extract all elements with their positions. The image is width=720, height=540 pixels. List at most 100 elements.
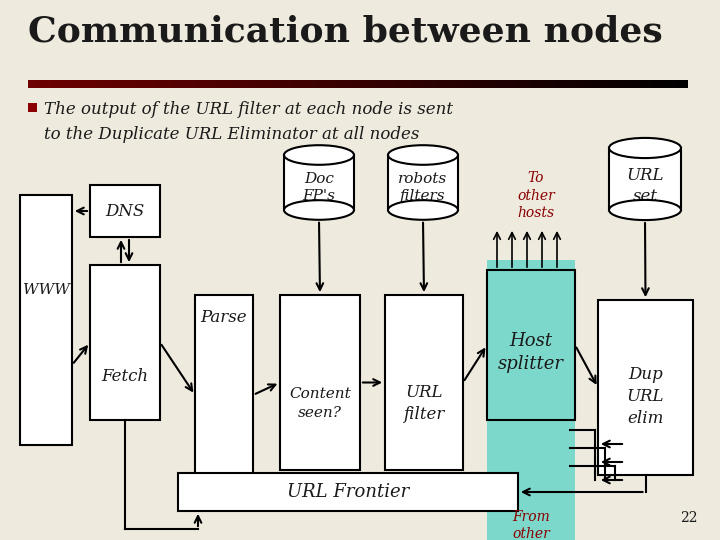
Bar (346, 80, 347, 88)
Bar (296, 80, 297, 88)
Bar (269, 80, 270, 88)
Bar (450, 80, 451, 88)
Bar (33, 80, 34, 88)
Bar (319, 80, 320, 88)
Bar (362, 80, 363, 88)
Bar (148, 80, 149, 88)
Bar (483, 80, 484, 88)
Bar (570, 80, 571, 88)
Text: WWW: WWW (22, 283, 69, 297)
Bar (234, 80, 235, 88)
Bar (652, 80, 653, 88)
Bar (61, 80, 62, 88)
Bar (159, 80, 160, 88)
Bar (135, 80, 136, 88)
Bar (223, 80, 224, 88)
Bar (366, 80, 367, 88)
Bar (348, 80, 349, 88)
Bar (503, 80, 504, 88)
Bar (684, 80, 685, 88)
Bar (359, 80, 360, 88)
Bar (676, 80, 677, 88)
Bar (68, 80, 69, 88)
Bar (542, 80, 543, 88)
Bar (317, 80, 318, 88)
Bar (431, 80, 432, 88)
Text: robots
filters: robots filters (398, 172, 448, 204)
Bar (656, 80, 657, 88)
Bar (238, 80, 239, 88)
Bar (382, 80, 383, 88)
Bar (300, 80, 301, 88)
Bar (272, 80, 273, 88)
Bar (313, 80, 314, 88)
Bar (434, 80, 435, 88)
Bar (290, 80, 291, 88)
Bar (380, 80, 381, 88)
Bar (310, 80, 311, 88)
Bar (275, 80, 276, 88)
Bar (199, 80, 200, 88)
Bar (568, 80, 569, 88)
Bar (490, 80, 491, 88)
Bar (424, 80, 425, 88)
Bar (332, 80, 333, 88)
Bar (559, 80, 560, 88)
Bar (283, 80, 284, 88)
Bar (462, 80, 463, 88)
Bar (471, 80, 472, 88)
Bar (629, 80, 630, 88)
Bar (147, 80, 148, 88)
Bar (112, 80, 113, 88)
Bar (667, 80, 668, 88)
Bar (306, 80, 307, 88)
Bar (266, 80, 267, 88)
Bar (595, 80, 596, 88)
Bar (218, 80, 219, 88)
Bar (439, 80, 440, 88)
Bar (90, 185, 160, 237)
Bar (280, 295, 360, 470)
Bar (196, 80, 197, 88)
Bar (491, 80, 492, 88)
Bar (86, 80, 87, 88)
Bar (430, 80, 431, 88)
Bar (420, 80, 421, 88)
Bar (455, 80, 456, 88)
Bar (475, 80, 476, 88)
Bar (633, 80, 634, 88)
Bar (436, 80, 437, 88)
Bar (293, 80, 294, 88)
Bar (383, 80, 384, 88)
Bar (308, 80, 309, 88)
Bar (540, 80, 541, 88)
Bar (87, 80, 88, 88)
Bar (611, 80, 612, 88)
Bar (45, 80, 46, 88)
Bar (255, 80, 256, 88)
Bar (392, 80, 393, 88)
Bar (282, 80, 283, 88)
Ellipse shape (609, 138, 681, 158)
Bar (141, 80, 142, 88)
Bar (258, 80, 259, 88)
Bar (644, 80, 645, 88)
Bar (557, 80, 558, 88)
Bar (593, 80, 594, 88)
Bar (292, 80, 293, 88)
Bar (168, 80, 169, 88)
Bar (185, 80, 186, 88)
Text: Doc
FP's: Doc FP's (302, 172, 336, 204)
Bar (47, 80, 48, 88)
Bar (639, 80, 640, 88)
Bar (645, 80, 646, 88)
Bar (200, 80, 201, 88)
Bar (95, 80, 96, 88)
Bar (510, 80, 511, 88)
Bar (449, 80, 450, 88)
Bar (523, 80, 524, 88)
Bar (195, 80, 196, 88)
Bar (606, 80, 607, 88)
Bar (537, 80, 538, 88)
Bar (137, 80, 138, 88)
